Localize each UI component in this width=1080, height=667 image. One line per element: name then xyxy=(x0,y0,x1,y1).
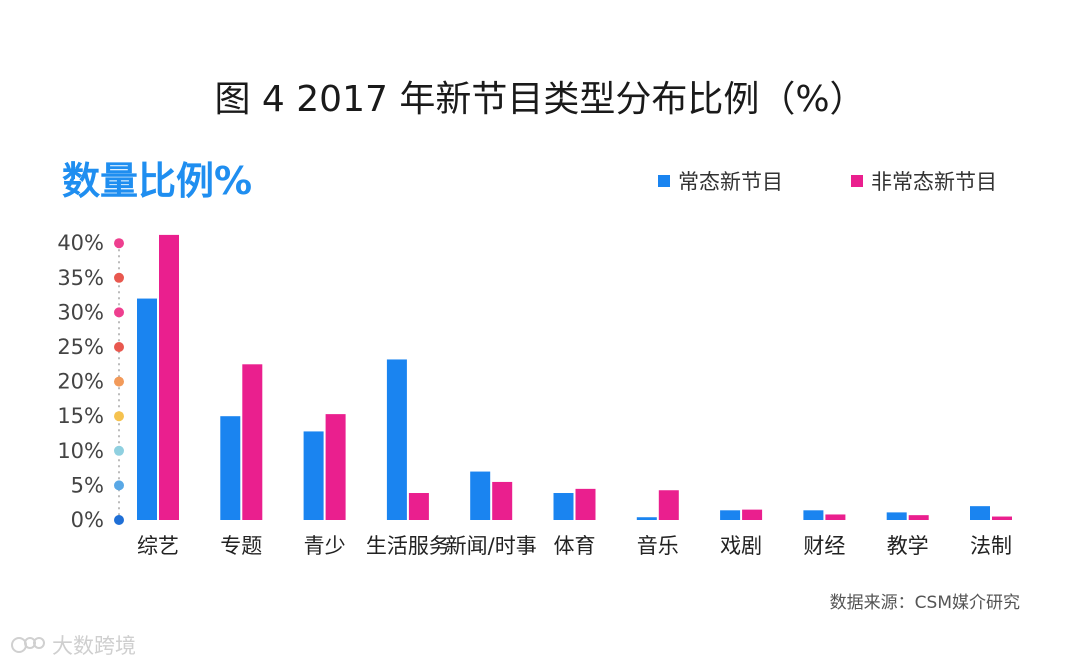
bar-irregular xyxy=(992,516,1012,520)
bar-irregular xyxy=(908,515,929,520)
y-tick-label: 10% xyxy=(57,439,104,463)
x-category-label: 新闻/时事 xyxy=(446,534,537,558)
bar-irregular xyxy=(575,488,596,520)
legend-label-regular: 常态新节目 xyxy=(678,170,783,194)
bar-irregular xyxy=(242,364,263,520)
x-category-label: 生活服务 xyxy=(366,534,450,558)
bar-regular xyxy=(220,416,241,520)
x-category-label: 戏剧 xyxy=(720,534,762,558)
bar-irregular xyxy=(492,481,513,520)
bar-regular xyxy=(886,512,907,520)
legend-swatch-irregular xyxy=(851,175,863,187)
chart-subtitle: 数量比例% xyxy=(62,159,253,203)
y-tick-dot xyxy=(114,411,124,422)
y-tick-dot xyxy=(114,480,124,491)
watermark-logo-icon xyxy=(11,637,45,653)
legend: 常态新节目 非常态新节目 xyxy=(658,166,997,196)
legend-item-regular: 常态新节目 xyxy=(658,166,783,196)
legend-swatch-regular xyxy=(658,175,670,187)
x-category-label: 青少 xyxy=(304,534,346,558)
bar-regular xyxy=(803,510,824,520)
x-category-label: 音乐 xyxy=(637,534,679,558)
y-tick-label: 0% xyxy=(71,508,104,532)
y-tick-dot xyxy=(114,445,124,456)
y-tick-dot xyxy=(114,238,124,249)
legend-label-irregular: 非常态新节目 xyxy=(871,170,997,194)
watermark: 大数跨境 xyxy=(10,630,136,660)
y-tick-label: 25% xyxy=(57,335,104,359)
y-tick-dot xyxy=(114,515,124,525)
chart-title: 图 4 2017 年新节目类型分布比例（%） xyxy=(214,79,866,120)
y-tick-label: 40% xyxy=(57,231,104,255)
x-category-label: 财经 xyxy=(803,534,845,558)
data-source: 数据来源：CSM媒介研究 xyxy=(829,593,1020,613)
y-tick-label: 35% xyxy=(57,266,104,290)
y-tick-label: 30% xyxy=(57,300,104,324)
bar-irregular xyxy=(825,514,846,520)
y-tick-dot xyxy=(114,307,124,318)
bar-regular xyxy=(970,506,990,520)
x-category-label: 教学 xyxy=(887,534,929,558)
y-tick-label: 20% xyxy=(57,370,104,394)
y-tick-label: 5% xyxy=(71,473,104,497)
x-category-label: 综艺 xyxy=(137,534,179,558)
x-category-label: 体育 xyxy=(554,534,596,558)
y-tick-label: 15% xyxy=(57,404,104,428)
bar-regular xyxy=(386,359,407,520)
y-tick-dot xyxy=(114,272,124,283)
watermark-text: 大数跨境 xyxy=(52,634,136,658)
bar-irregular xyxy=(408,493,429,520)
bar-regular xyxy=(636,517,657,520)
bar-irregular xyxy=(159,234,179,520)
bar-regular xyxy=(553,493,574,520)
legend-item-irregular: 非常态新节目 xyxy=(851,166,997,196)
x-category-label: 专题 xyxy=(220,534,262,558)
bar-irregular xyxy=(325,414,346,520)
bar-regular xyxy=(137,298,157,520)
bar-irregular xyxy=(742,509,763,520)
y-tick-dot xyxy=(114,342,124,352)
bar-irregular xyxy=(658,490,679,520)
bar-regular xyxy=(720,510,741,520)
bar-regular xyxy=(470,471,491,520)
y-tick-dot xyxy=(114,376,124,387)
x-category-label: 法制 xyxy=(970,534,1012,558)
bar-regular xyxy=(303,431,324,520)
